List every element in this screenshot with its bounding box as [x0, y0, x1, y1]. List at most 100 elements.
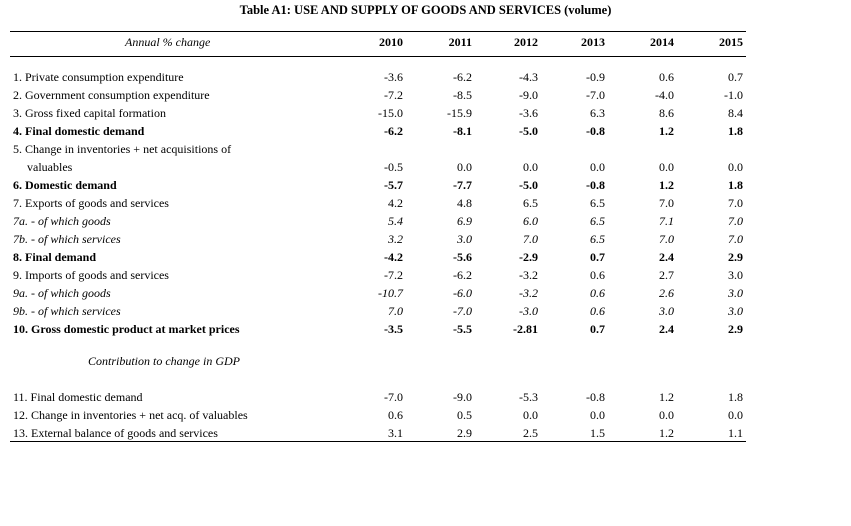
cell-value: -1.0 [724, 88, 743, 102]
cell-value: -0.9 [586, 70, 605, 84]
table-row: 10. Gross domestic product at market pri… [0, 320, 851, 338]
cell-value: 1.1 [728, 426, 743, 440]
row-label: 4. Final domestic demand [13, 124, 145, 138]
table-row: 4. Final domestic demand -6.2 -8.1 -5.0 -0.8… [0, 122, 851, 140]
row-label: 3. Gross fixed capital formation [13, 106, 166, 120]
table-title: Table A1: USE AND SUPPLY OF GOODS AND SE… [239, 3, 612, 17]
cell-value: 1.8 [728, 124, 743, 138]
cell-value: 0.0 [523, 408, 538, 422]
cell-value: 1.2 [659, 178, 674, 192]
cell-value: 0.6 [590, 268, 605, 282]
header-row: Annual % change 2010 2011 2012 2013 2014… [0, 33, 851, 51]
row-label: 10. Gross domestic product at market pri… [13, 322, 240, 336]
row-label: 7. Exports of goods and services [13, 196, 169, 210]
cell-value: -5.6 [453, 250, 472, 264]
cell-value: 0.0 [590, 160, 605, 174]
cell-value: -6.2 [384, 124, 403, 138]
table-row: 3. Gross fixed capital formation -15.0 -15… [0, 104, 851, 122]
year-header: 2011 [448, 35, 472, 49]
row-label: 11. Final domestic demand [13, 390, 143, 404]
cell-value: 0.0 [659, 408, 674, 422]
cell-value: -3.6 [519, 106, 538, 120]
cell-value: 2.4 [659, 250, 674, 264]
cell-value: -7.0 [384, 390, 403, 404]
table-row: 7b. - of which services 3.2 3.0 7.0 6.5 7.0 7.… [0, 230, 851, 248]
cell-value: 0.0 [728, 408, 743, 422]
header-label: Annual % change [125, 35, 211, 49]
row-label: 9b. - of which services [13, 304, 121, 318]
table-row: 6. Domestic demand -5.7 -7.7 -5.0 -0.8 1.2 1.8 [0, 176, 851, 194]
cell-value: -5.7 [384, 178, 403, 192]
cell-value: -10.7 [378, 286, 403, 300]
cell-value: 2.9 [728, 250, 743, 264]
cell-value: 0.7 [728, 70, 743, 84]
cell-value: 3.1 [388, 426, 403, 440]
cell-value: 7.0 [728, 232, 743, 246]
cell-value: 3.0 [728, 286, 743, 300]
table-row: 1. Private consumption expenditure -3.6 -6… [0, 68, 851, 86]
row-label: 13. External balance of goods and servic… [13, 426, 218, 440]
cell-value: 3.0 [728, 304, 743, 318]
cell-value: 7.1 [659, 214, 674, 228]
table-row: 9. Imports of goods and services -7.2 -6.2… [0, 266, 851, 284]
cell-value: 4.8 [457, 196, 472, 210]
cell-value: -0.8 [586, 124, 605, 138]
table-row: 7a. - of which goods 5.4 6.9 6.0 6.5 7.1 7.0 [0, 212, 851, 230]
year-header: 2014 [650, 35, 674, 49]
table-row: 8. Final demand -4.2 -5.6 -2.9 0.7 2.4 2.9 [0, 248, 851, 266]
row-label: 7a. - of which goods [13, 214, 111, 228]
cell-value: 2.4 [659, 322, 674, 336]
cell-value: 2.5 [523, 426, 538, 440]
cell-value: -4.0 [655, 88, 674, 102]
cell-value: -7.7 [453, 178, 472, 192]
cell-value: 0.6 [659, 70, 674, 84]
cell-value: 1.8 [728, 178, 743, 192]
cell-value: 7.0 [523, 232, 538, 246]
year-header: 2012 [514, 35, 538, 49]
cell-value: 6.5 [590, 232, 605, 246]
cell-value: 0.6 [590, 304, 605, 318]
cell-value: 7.0 [728, 214, 743, 228]
top-rule [10, 31, 746, 32]
cell-value: -3.6 [384, 70, 403, 84]
cell-value: 7.0 [659, 196, 674, 210]
cell-value: -6.2 [453, 268, 472, 282]
cell-value: 6.9 [457, 214, 472, 228]
cell-value: 1.5 [590, 426, 605, 440]
cell-value: 6.3 [590, 106, 605, 120]
cell-value: 8.6 [659, 106, 674, 120]
cell-value: 4.2 [388, 196, 403, 210]
cell-value: -5.0 [519, 124, 538, 138]
cell-value: 1.8 [728, 390, 743, 404]
cell-value: 5.4 [388, 214, 403, 228]
cell-value: 6.5 [590, 196, 605, 210]
table-row: valuables -0.5 0.0 0.0 0.0 0.0 0.0 [0, 158, 851, 176]
cell-value: 0.7 [590, 322, 605, 336]
cell-value: -7.0 [586, 88, 605, 102]
year-header: 2015 [719, 35, 743, 49]
cell-value: 0.6 [590, 286, 605, 300]
cell-value: -5.3 [519, 390, 538, 404]
cell-value: -2.9 [519, 250, 538, 264]
cell-value: 2.9 [728, 322, 743, 336]
cell-value: 2.6 [659, 286, 674, 300]
row-label: 5. Change in inventories + net acquisiti… [13, 142, 232, 156]
cell-value: -7.0 [453, 304, 472, 318]
cell-value: -3.2 [519, 286, 538, 300]
cell-value: -7.2 [384, 268, 403, 282]
table-row: 13. External balance of goods and servic… [0, 424, 851, 442]
cell-value: 1.2 [659, 426, 674, 440]
cell-value: -0.8 [586, 390, 605, 404]
cell-value: 7.0 [728, 196, 743, 210]
section2-label: Contribution to change in GDP [88, 354, 240, 368]
cell-value: 8.4 [728, 106, 743, 120]
row-label: 6. Domestic demand [13, 178, 117, 192]
row-label: 7b. - of which services [13, 232, 121, 246]
bottom-rule [10, 441, 746, 442]
cell-value: 2.9 [457, 426, 472, 440]
row-label: 9a. - of which goods [13, 286, 111, 300]
cell-value: -6.0 [453, 286, 472, 300]
year-header: 2013 [581, 35, 605, 49]
cell-value: 6.5 [523, 196, 538, 210]
cell-value: 7.0 [388, 304, 403, 318]
